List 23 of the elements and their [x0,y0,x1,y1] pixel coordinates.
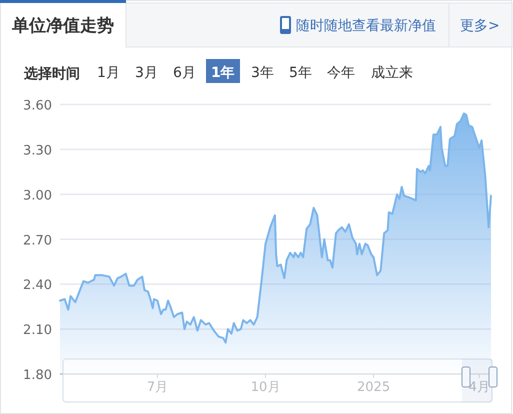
y-tick-label: 2.10 [23,323,52,338]
text: 3年 [251,65,274,81]
y-tick-label: 3.00 [23,188,52,204]
x-tick-label: 7月 [146,380,168,395]
y-tick-label: 3.60 [23,98,52,114]
text: 今年 [327,65,355,81]
text: 6月 [173,65,196,81]
text: 成立来 [371,65,413,81]
text: 选择时间 [23,66,80,82]
x-tick-label: 2025 [357,380,390,395]
text: 随时随地查看最新净值 [296,18,436,34]
text: 1年 [211,65,235,81]
y-tick-label: 2.40 [23,278,52,294]
x-tick-label: 4月 [468,380,490,395]
text: 更多> [460,18,500,34]
chart-title: 单位净值走势 [11,16,114,36]
y-tick-label: 1.80 [23,368,52,383]
text: 1月 [97,65,120,81]
y-tick-label: 2.70 [23,233,52,248]
y-tick-label: 3.30 [23,143,52,158]
text: 5年 [289,65,312,81]
x-tick-label: 10月 [250,380,280,395]
text: 3月 [135,65,158,81]
